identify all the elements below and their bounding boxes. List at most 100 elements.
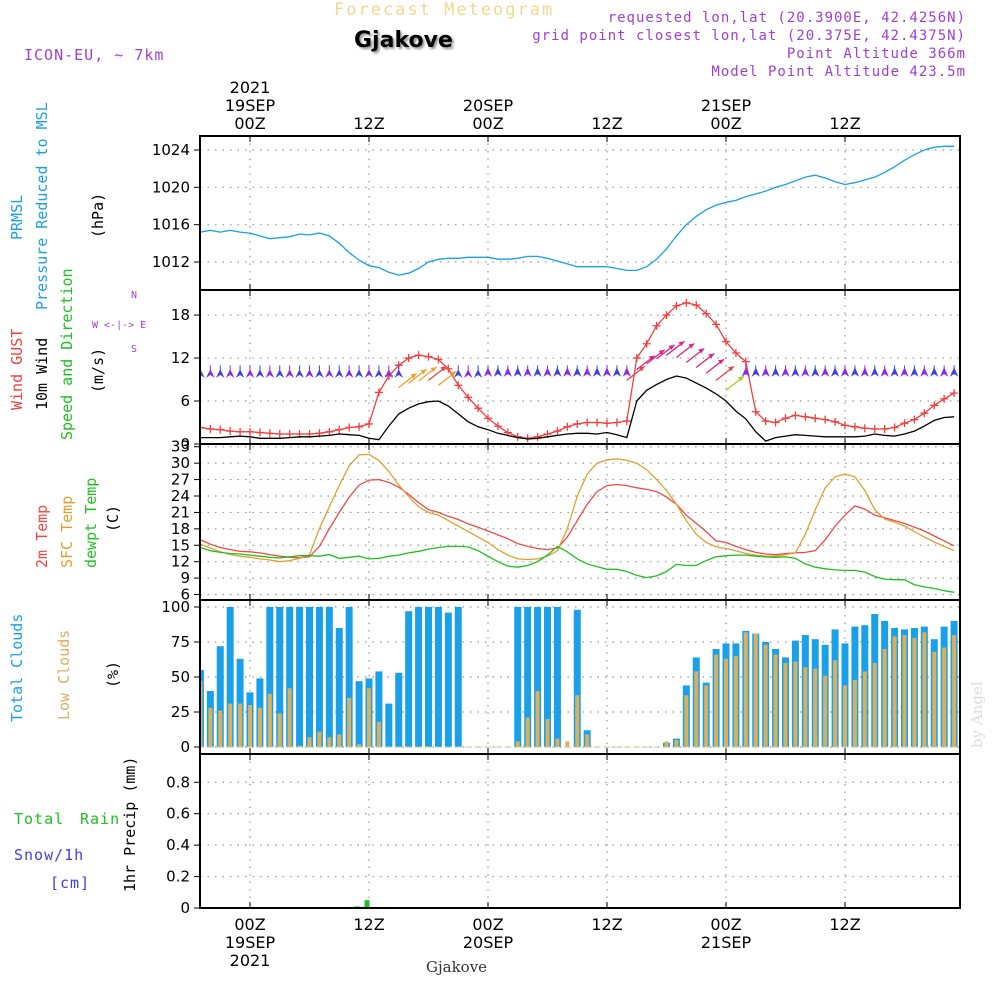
gust-marker (890, 423, 899, 432)
total-cloud-bar (425, 607, 432, 747)
top-time-label: 12Z (829, 114, 860, 133)
y-tick-label: 0.4 (166, 836, 190, 854)
footer-location: Gjakove (426, 958, 488, 976)
total-cloud-bar (286, 607, 294, 747)
low-cloud-bar (733, 656, 738, 747)
wind-arrow-head (450, 371, 457, 377)
gust-marker (216, 425, 225, 434)
wind-direction-arrow (374, 365, 384, 378)
wind-arrow-head (728, 366, 734, 372)
gust-marker (206, 424, 215, 433)
wind-direction-arrow (235, 365, 245, 378)
precip-rain-label: Rain (80, 810, 121, 828)
gust-marker (831, 417, 840, 426)
gust-marker (434, 355, 443, 364)
top-time-label: 00Z (710, 114, 741, 133)
top-time-label: 20SEP (463, 96, 514, 115)
gust-marker (236, 427, 245, 436)
wind-direction-arrow (592, 365, 602, 377)
gust-marker (712, 320, 721, 329)
low-cloud-bar (714, 654, 719, 747)
gust-marker (454, 381, 463, 390)
gust-marker (940, 394, 949, 403)
total-cloud-bar (534, 607, 542, 747)
panel-clouds: 0 25 50 75 100 (161, 598, 961, 756)
panel-data (187, 298, 959, 443)
gust-marker (920, 409, 929, 418)
wind-direction-arrow (354, 365, 364, 378)
wind-arrow-head (678, 341, 685, 347)
low-cloud-bar (783, 663, 788, 747)
total-cloud-bar (415, 607, 423, 747)
y-tick-label: 100 (161, 598, 190, 616)
wind-direction-arrow (493, 365, 503, 377)
wind-direction-arrow (880, 365, 889, 377)
low-cloud-bar (902, 635, 907, 747)
gust-marker (722, 337, 730, 346)
low-cloud-bar (307, 737, 312, 747)
wind-direction-arrow (573, 365, 582, 377)
precip-snow-label: Snow/1h (14, 846, 85, 864)
wind-direction-arrow (622, 365, 631, 377)
top-time-label: 00Z (472, 114, 503, 133)
forecast-meteogram-title: Forecast Meteogram (334, 0, 555, 20)
gust-marker (553, 427, 562, 436)
y-tick-label: 0 (180, 435, 190, 453)
bottom-time-label: 00Z (472, 915, 503, 934)
y-tick-label: 50 (171, 668, 190, 686)
top-time-label: 12Z (353, 114, 384, 133)
wind-direction-arrow (513, 365, 522, 377)
gust-marker (345, 423, 354, 432)
series-line (200, 375, 955, 442)
wind-direction-arrow (900, 365, 909, 377)
point-altitude: Point Altitude 366m (786, 46, 966, 62)
y-tick-label: 9 (180, 569, 190, 587)
y-tick-label: 1012 (152, 253, 190, 271)
low-cloud-bar (317, 731, 322, 747)
wind-direction-arrow (563, 365, 572, 377)
total-cloud-bar (524, 607, 532, 747)
wind-direction-arrow (364, 365, 374, 378)
gust-marker (741, 357, 750, 366)
wind-arrow-head (410, 373, 417, 379)
gust-marker (910, 415, 919, 424)
low-cloud-bar (297, 745, 302, 747)
total-cloud-bar (395, 672, 403, 747)
total-cloud-bar (454, 607, 462, 747)
total-cloud-bar (573, 609, 581, 747)
wind-direction-arrow (225, 365, 235, 378)
wind-direction-arrow (612, 365, 622, 377)
gust-marker (692, 301, 701, 310)
top-time-label: 00Z (234, 114, 265, 133)
wind-direction-arrow (830, 365, 840, 377)
low-cloud-bar (942, 647, 947, 747)
y-tick-label: 18 (171, 306, 190, 324)
total-cloud-bar (544, 607, 551, 747)
gust-marker (612, 418, 621, 427)
wind-direction-arrow (741, 365, 750, 377)
panel-data (200, 607, 958, 748)
gust-marker (187, 423, 195, 431)
wind-direction-arrow (801, 365, 810, 377)
panel-frame (199, 753, 961, 909)
total-cloud-bar (266, 607, 274, 747)
panel-precip: 0 0.2 0.4 0.6 0.8 (166, 753, 961, 917)
gust-marker (791, 411, 800, 420)
top-time-label: 21SEP (701, 96, 752, 115)
gust-marker (414, 351, 423, 360)
y-tick-label: 0.6 (166, 805, 190, 823)
wind-direction-arrow (394, 365, 404, 378)
series-line (200, 302, 955, 439)
bottom-time-label: 21SEP (701, 933, 752, 952)
location-title: Gjakove (354, 28, 453, 53)
y-tick-label: 15 (171, 536, 190, 554)
wind-direction-arrow (761, 365, 770, 377)
low-cloud-bar (208, 707, 213, 747)
compass-north: N (131, 290, 138, 301)
gust-marker (662, 311, 671, 320)
low-cloud-bar (200, 681, 203, 747)
low-cloud-bar (515, 741, 520, 747)
gust-marker (573, 419, 582, 428)
low-cloud-bar (575, 695, 580, 747)
wind-direction-arrow (523, 365, 532, 377)
